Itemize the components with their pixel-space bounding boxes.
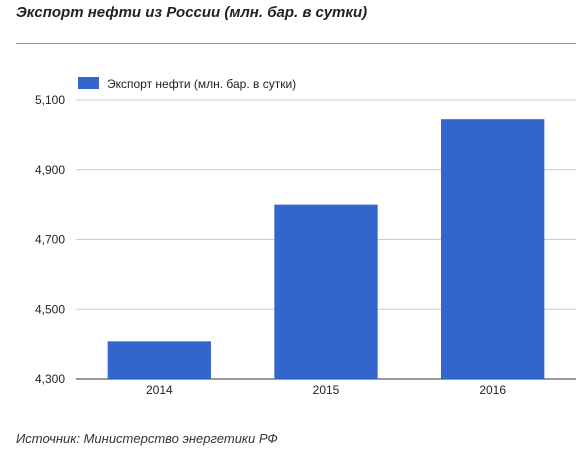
label-layer: 4,300 4,500 4,700 4,900 5,100 2014 2015 2016 — [35, 93, 506, 397]
legend-label: Экспорт нефти (млн. бар. в сутки) — [107, 77, 296, 91]
source-note: Источник: Министерство энергетики РФ — [16, 431, 278, 446]
bar-2015 — [274, 204, 378, 379]
x-tick-label: 2016 — [479, 383, 506, 397]
x-tick-label: 2014 — [146, 383, 173, 397]
title-divider — [16, 43, 576, 44]
bar-layer — [107, 119, 545, 380]
bar-2014 — [107, 341, 211, 379]
legend-swatch — [78, 77, 99, 89]
y-tick-label: 4,700 — [35, 233, 65, 247]
x-tick-label: 2015 — [313, 383, 340, 397]
bar-2016 — [441, 119, 545, 380]
page-title: Экспорт нефти из России (млн. бар. в сут… — [16, 4, 368, 21]
bar-chart: Экспорт нефти (млн. бар. в сутки) 4,3004… — [35, 77, 576, 397]
y-tick-label: 4,900 — [35, 163, 65, 177]
y-tick-label: 5,100 — [35, 93, 65, 107]
legend: Экспорт нефти (млн. бар. в сутки) — [78, 77, 296, 91]
y-tick-label: 4,300 — [35, 372, 65, 386]
y-tick-label: 4,500 — [35, 302, 65, 316]
